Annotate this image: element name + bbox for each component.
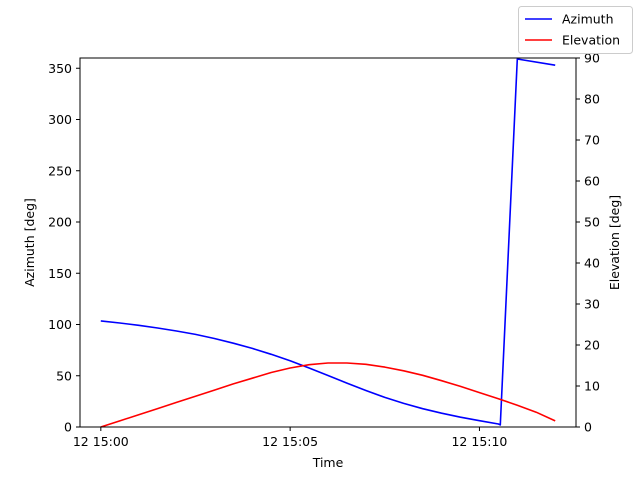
y-left-tick-label: 100 — [48, 317, 72, 332]
y-axis-left-label: Azimuth [deg] — [22, 198, 37, 287]
legend-label-azimuth: Azimuth — [562, 12, 614, 27]
x-tick-label: 12 15:05 — [262, 434, 318, 449]
x-tick-label: 12 15:00 — [73, 434, 129, 449]
y-right-tick-label: 60 — [584, 174, 600, 189]
y-right-tick-label: 50 — [584, 215, 600, 230]
y-left-tick-label: 350 — [48, 61, 72, 76]
y-right-tick-label: 80 — [584, 92, 600, 107]
y-left-tick-label: 0 — [64, 420, 72, 435]
x-tick-label: 12 15:10 — [451, 434, 507, 449]
plot-frame — [79, 57, 577, 428]
y-right-tick-label: 30 — [584, 297, 600, 312]
legend: Azimuth Elevation — [518, 6, 633, 54]
y-left-tick-label: 250 — [48, 163, 72, 178]
x-axis-label: Time — [312, 455, 344, 470]
y-left-tick-label: 300 — [48, 112, 72, 127]
y-right-tick-label: 10 — [584, 379, 600, 394]
legend-label-elevation: Elevation — [562, 33, 620, 48]
y-right-tick-label: 90 — [584, 51, 600, 66]
axes-layer: 12 15:00 12 15:05 12 15:100501001502002503… — [48, 51, 600, 450]
series-line-elevation — [100, 362, 556, 428]
y-right-tick-label: 20 — [584, 338, 600, 353]
series-line-azimuth — [100, 58, 556, 426]
y-left-tick-label: 50 — [56, 368, 72, 383]
y-right-tick-label: 0 — [584, 420, 592, 435]
y-left-tick-label: 150 — [48, 266, 72, 281]
y-right-tick-label: 70 — [584, 133, 600, 148]
series-layer — [100, 58, 556, 428]
y-axis-right-label: Elevation [deg] — [607, 195, 622, 290]
y-right-tick-label: 40 — [584, 256, 600, 271]
y-left-tick-label: 200 — [48, 215, 72, 230]
